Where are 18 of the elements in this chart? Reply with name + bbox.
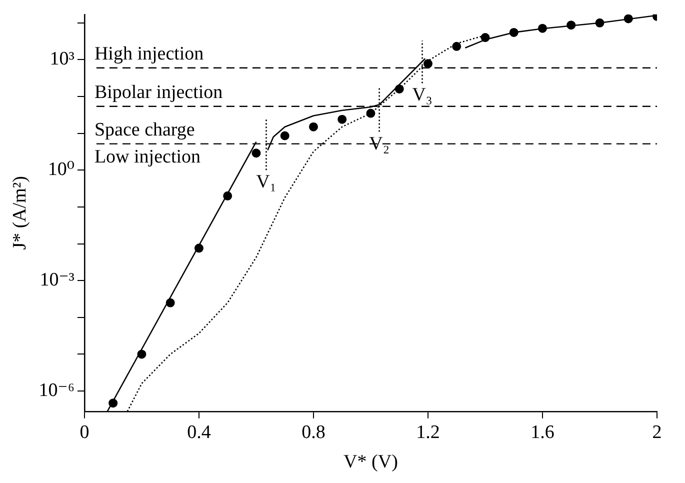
- y-axis-title: J* (A/m²): [9, 176, 30, 250]
- x-tick-label: 2: [652, 422, 662, 443]
- x-tick-label: 1.2: [416, 422, 440, 443]
- y-tick-label: 10⁻⁶: [38, 380, 74, 402]
- ref-line-label: High injection: [94, 43, 204, 64]
- y-tick-label: 10³: [50, 48, 75, 70]
- x-axis-title: V* (V): [344, 452, 398, 473]
- x-tick-label: 1.6: [530, 422, 554, 443]
- y-tick-label: 10⁻³: [40, 270, 75, 291]
- ref-line-label: Space charge: [94, 119, 195, 140]
- annotation: V₁: [256, 172, 276, 193]
- annotation: Low injection: [94, 146, 202, 168]
- y-tick-label: 10⁰: [48, 159, 75, 180]
- annotation: V₃: [412, 84, 432, 106]
- x-tick-label: 0: [80, 422, 90, 443]
- ref-line-label: Bipolar injection: [94, 82, 224, 103]
- x-tick-label: 0.8: [302, 422, 326, 443]
- x-tick-label: 0.4: [187, 422, 212, 443]
